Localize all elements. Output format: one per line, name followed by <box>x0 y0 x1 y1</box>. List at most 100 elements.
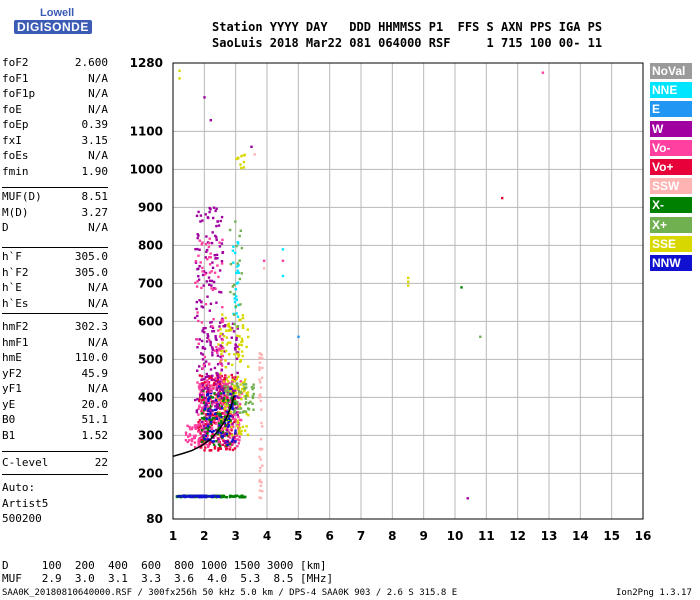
echo-point <box>224 388 227 392</box>
echo-point <box>224 359 227 362</box>
echo-point <box>228 228 232 232</box>
echo-point <box>226 426 229 430</box>
echo-point <box>176 495 179 498</box>
param-row: foF1 N/A <box>2 72 108 87</box>
echo-point <box>234 407 237 410</box>
echo-point <box>226 415 229 418</box>
echo-point <box>220 362 223 365</box>
echo-point <box>223 433 226 437</box>
echo-point <box>206 241 210 244</box>
param-value: 1.52 <box>81 428 109 442</box>
param-name: D <box>2 221 9 234</box>
echo-point <box>236 445 239 448</box>
echo-point <box>236 281 240 284</box>
echo-point <box>217 395 220 398</box>
echo-point <box>243 380 246 384</box>
param-name: MUF(D) <box>2 190 42 203</box>
echo-point <box>211 417 215 420</box>
echo-point <box>227 375 230 378</box>
echo-point <box>226 385 229 388</box>
echo-point <box>245 425 248 428</box>
echo-point <box>198 239 201 242</box>
echo-point <box>201 494 204 497</box>
echo-point <box>211 440 214 443</box>
param-value: N/A <box>88 149 108 162</box>
echo-point <box>210 284 213 287</box>
echo-point <box>203 409 206 412</box>
echo-point <box>209 449 212 452</box>
echo-point <box>258 447 261 451</box>
echo-point <box>247 414 250 417</box>
echo-point <box>239 360 242 363</box>
echo-point <box>234 400 237 403</box>
echo-point <box>185 495 189 498</box>
echo-point <box>204 430 207 434</box>
echo-point <box>224 403 227 406</box>
echo-point <box>243 395 246 398</box>
echo-point <box>227 431 230 434</box>
echo-point <box>212 318 215 321</box>
x-tick-label: 5 <box>294 529 302 543</box>
echo-point <box>236 382 239 385</box>
echo-point <box>233 402 237 406</box>
echo-point <box>213 447 217 450</box>
echo-point <box>242 495 246 499</box>
echo-point <box>215 417 219 420</box>
echo-point <box>206 375 209 378</box>
echo-point <box>185 433 188 436</box>
echo-point <box>216 406 219 409</box>
echo-point <box>216 348 219 352</box>
echo-point <box>233 408 236 411</box>
echo-point <box>242 160 246 164</box>
echo-point <box>208 389 211 392</box>
echo-point <box>209 252 212 255</box>
echo-point <box>233 447 237 450</box>
echo-point <box>208 283 211 286</box>
param-name: foE <box>2 102 22 116</box>
separator <box>2 187 108 188</box>
echo-point <box>234 251 237 255</box>
echo-point <box>258 378 261 381</box>
echo-point <box>238 234 241 238</box>
echo-point <box>229 410 232 414</box>
echo-point <box>215 429 218 432</box>
echo-point <box>238 277 242 281</box>
echo-point <box>209 375 212 378</box>
echo-point <box>215 238 218 242</box>
echo-point <box>210 270 213 273</box>
echo-point <box>223 441 227 444</box>
echo-point <box>197 426 200 429</box>
echo-point <box>224 329 228 332</box>
echo-point <box>230 387 234 390</box>
echo-point <box>195 307 198 311</box>
echo-point <box>235 434 239 437</box>
echo-point <box>231 382 234 386</box>
echo-point <box>202 398 205 401</box>
echo-point <box>202 394 205 397</box>
echo-point <box>231 285 234 288</box>
echo-point <box>209 325 213 328</box>
legend-item-e: E <box>650 101 692 118</box>
echo-point <box>207 423 210 426</box>
y-tick-label: 400 <box>138 390 163 404</box>
echo-point <box>213 392 216 395</box>
echo-point <box>216 393 219 396</box>
echo-point <box>239 303 242 306</box>
echo-point <box>215 207 218 210</box>
header-line-2: SaoLuis 2018 Mar22 081 064000 RSF 1 715 … <box>212 36 603 50</box>
echo-point <box>230 425 233 429</box>
x-tick-label: 12 <box>509 529 526 543</box>
echo-point <box>245 391 249 395</box>
echo-point <box>222 380 225 383</box>
echo-point <box>222 494 225 497</box>
echo-point <box>196 369 199 372</box>
echo-point <box>200 426 203 430</box>
echo-point <box>219 347 223 351</box>
echo-point <box>217 427 220 430</box>
echo-point <box>209 256 212 259</box>
echo-point <box>226 443 229 446</box>
echo-point <box>223 379 226 382</box>
param-name: M(D) <box>2 205 29 219</box>
echo-point <box>205 280 208 283</box>
echo-point <box>196 247 199 251</box>
